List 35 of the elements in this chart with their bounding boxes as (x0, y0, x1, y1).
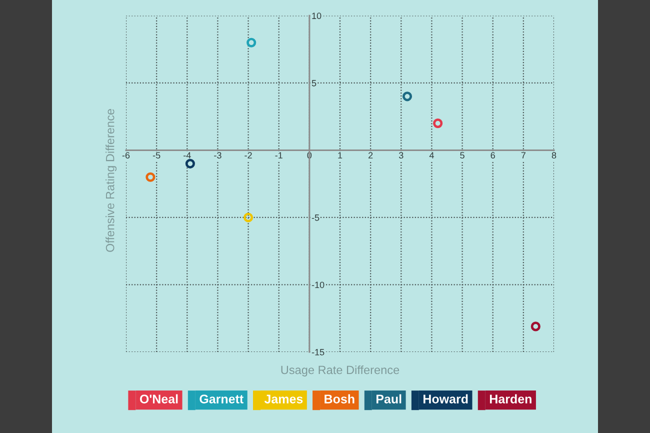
legend-label: Howard (424, 394, 468, 404)
y-axis-title: Offensive Rating Difference (106, 109, 117, 252)
point (243, 212, 254, 222)
legend-label: Harden (490, 394, 532, 404)
point (246, 38, 256, 48)
y-tick-label: 5 (312, 80, 316, 86)
legend-label: Paul (376, 394, 402, 404)
x-tick-label: -5 (152, 152, 160, 159)
point (433, 118, 443, 128)
y-tick-label: -15 (312, 349, 324, 356)
x-tick-label: 3 (398, 152, 404, 159)
x-tick-label: 7 (521, 152, 526, 158)
x-tick-label: 5 (460, 152, 464, 159)
x-tick-label: -1 (275, 152, 282, 158)
point (185, 158, 195, 168)
x-axis-title: Usage Rate Difference (281, 365, 400, 376)
x-tick-label: -6 (122, 152, 130, 159)
x-tick-label: 1 (338, 152, 342, 158)
x-tick-label: -2 (244, 152, 252, 158)
point (402, 92, 412, 102)
x-tick-label: 8 (552, 152, 556, 159)
x-tick-label: -4 (184, 152, 191, 158)
y-tick-label: -5 (312, 214, 320, 221)
legend-label: James (264, 394, 303, 404)
x-tick-label: -3 (214, 152, 222, 159)
x-tick-label: 2 (368, 152, 373, 158)
x-tick-label: 6 (490, 152, 495, 159)
legend-label: O'Neal (140, 394, 178, 404)
legend-label: Bosh (324, 394, 354, 404)
y-tick-label: 10 (312, 12, 322, 20)
legend-label: Garnett (200, 394, 244, 404)
y-tick-label: -10 (312, 282, 324, 288)
point (530, 322, 540, 332)
point (146, 172, 156, 182)
x-tick-label: 4 (429, 152, 434, 158)
